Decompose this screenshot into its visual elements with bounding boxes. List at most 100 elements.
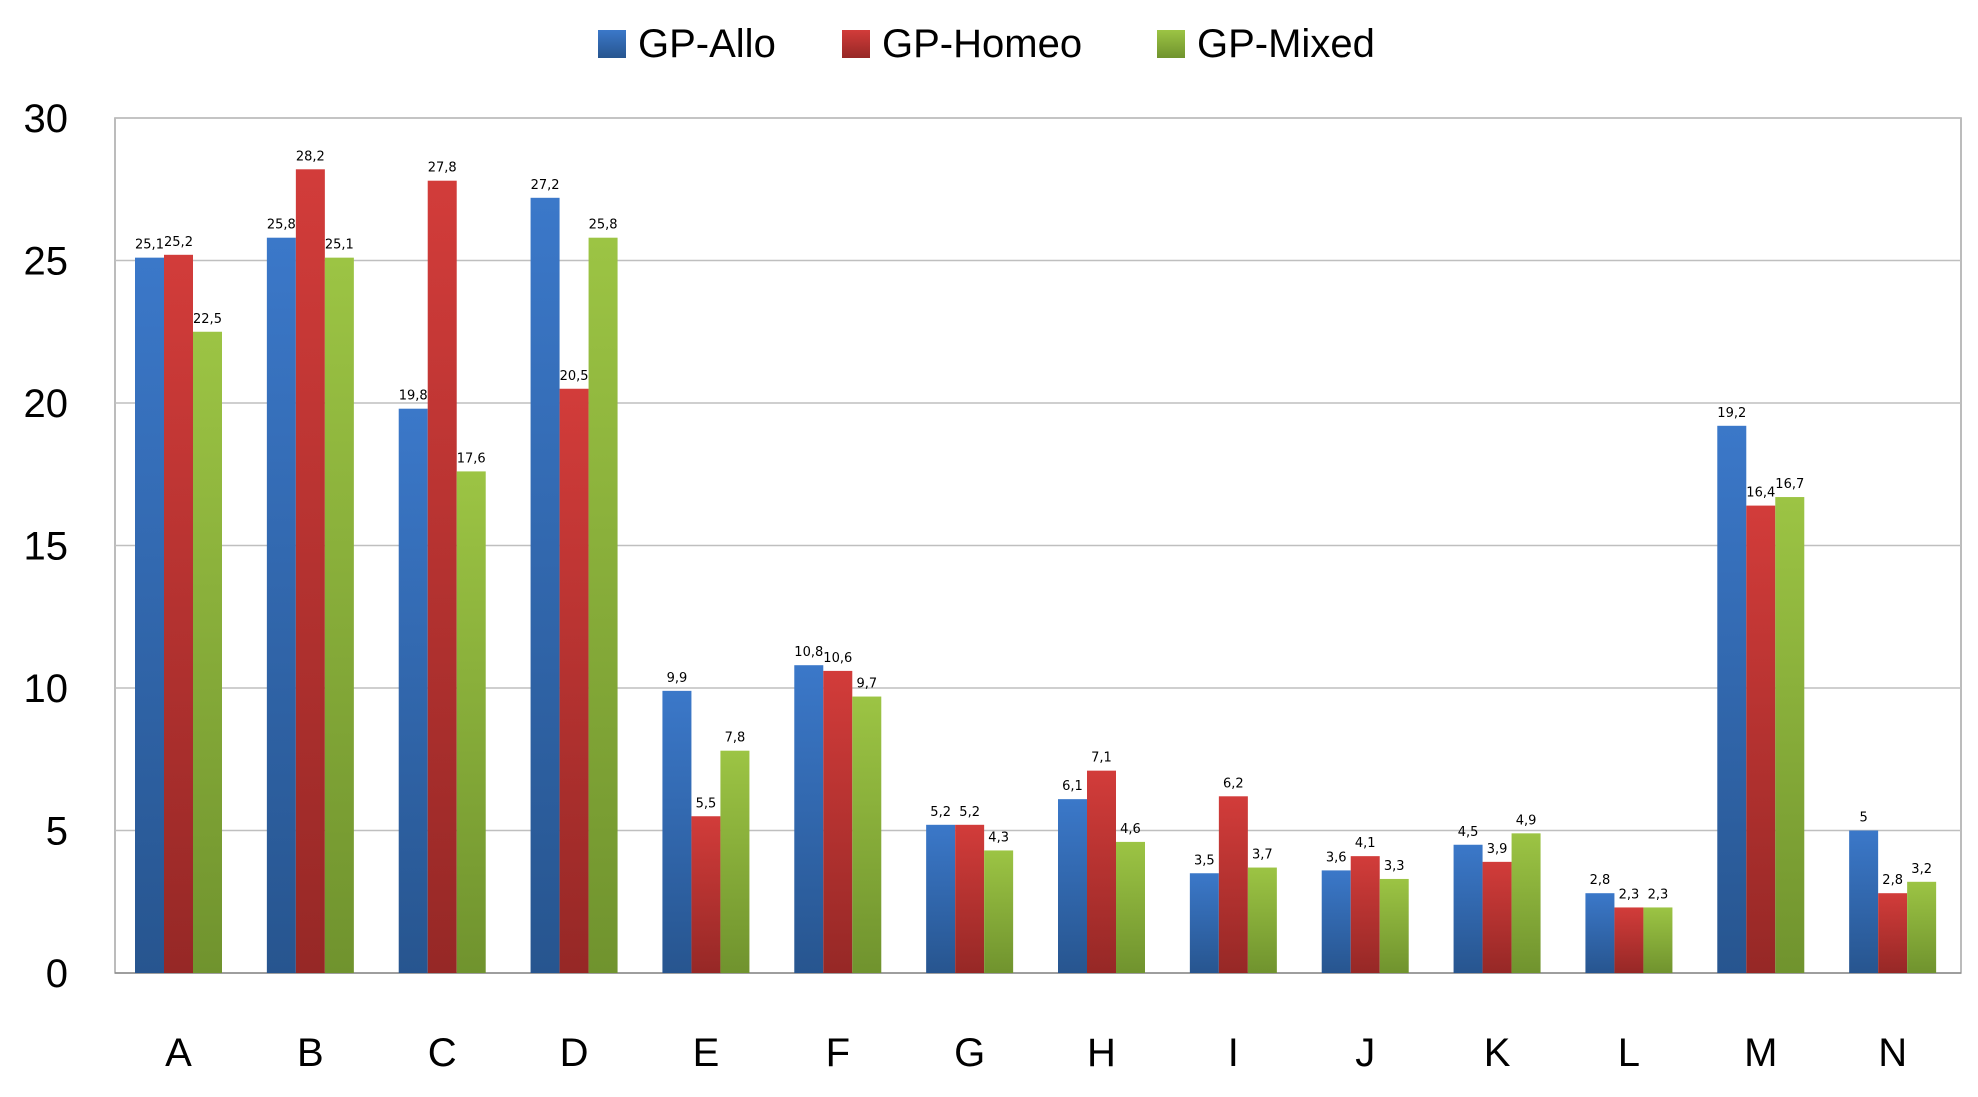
bar-gp-allo-e xyxy=(662,690,692,973)
bar-gp-mixed-d xyxy=(588,237,618,973)
data-label-gp-allo-b: 25,8 xyxy=(267,218,296,233)
bar-gp-mixed-g xyxy=(984,850,1014,973)
y-tick-label-30: 30 xyxy=(24,97,69,141)
x-tick-label-h: H xyxy=(1087,1031,1116,1075)
bar-gp-allo-c xyxy=(398,408,428,973)
x-tick-label-k: K xyxy=(1484,1031,1511,1075)
bar-gp-homeo-f xyxy=(823,670,853,973)
data-label-gp-allo-a: 25,1 xyxy=(135,238,164,253)
bar-gp-homeo-g xyxy=(955,824,985,973)
data-label-gp-mixed-l: 2,3 xyxy=(1648,887,1669,902)
bar-gp-mixed-b xyxy=(324,257,354,973)
x-tick-label-e: E xyxy=(693,1031,720,1075)
data-label-gp-mixed-d: 25,8 xyxy=(589,218,618,233)
bar-gp-allo-k xyxy=(1453,844,1483,973)
bar-gp-allo-l xyxy=(1585,893,1615,973)
bar-gp-mixed-l xyxy=(1643,907,1673,973)
bar-gp-allo-b xyxy=(266,237,296,973)
bar-gp-homeo-m xyxy=(1746,505,1776,973)
bar-gp-allo-m xyxy=(1717,425,1747,973)
legend: GP-Allo GP-Homeo GP-Mixed xyxy=(598,22,1375,66)
data-label-gp-homeo-h: 7,1 xyxy=(1091,751,1112,766)
bar-gp-homeo-j xyxy=(1350,856,1380,973)
x-tick-label-m: M xyxy=(1744,1031,1777,1075)
data-label-gp-allo-m: 19,2 xyxy=(1717,406,1746,421)
bar-gp-homeo-i xyxy=(1218,796,1248,973)
x-tick-label-c: C xyxy=(428,1031,457,1075)
data-label-gp-homeo-b: 28,2 xyxy=(296,149,325,164)
x-tick-label-f: F xyxy=(826,1031,850,1075)
legend-label-gp-mixed: GP-Mixed xyxy=(1197,22,1375,66)
data-label-gp-mixed-j: 3,3 xyxy=(1384,859,1405,874)
data-label-gp-mixed-g: 4,3 xyxy=(988,830,1009,845)
data-label-gp-homeo-c: 27,8 xyxy=(428,161,457,176)
data-label-gp-homeo-a: 25,2 xyxy=(164,235,193,250)
bar-gp-homeo-d xyxy=(559,388,589,973)
data-label-gp-homeo-i: 6,2 xyxy=(1223,776,1244,791)
bar-gp-homeo-l xyxy=(1614,907,1644,973)
y-tick-label-15: 15 xyxy=(24,525,69,569)
y-tick-label-20: 20 xyxy=(24,382,69,426)
data-label-gp-allo-e: 9,9 xyxy=(667,671,688,686)
y-tick-label-5: 5 xyxy=(46,810,68,854)
data-label-gp-mixed-n: 3,2 xyxy=(1911,862,1932,877)
bar-gp-allo-d xyxy=(530,197,560,974)
bar-gp-mixed-h xyxy=(1116,841,1145,973)
legend-swatch-gp-homeo xyxy=(842,30,870,58)
data-label-gp-mixed-k: 4,9 xyxy=(1516,813,1537,828)
x-tick-label-l: L xyxy=(1618,1031,1640,1075)
data-label-gp-homeo-n: 2,8 xyxy=(1882,873,1903,888)
x-tick-label-b: B xyxy=(297,1031,324,1075)
data-label-gp-homeo-g: 5,2 xyxy=(959,805,980,820)
x-tick-label-g: G xyxy=(954,1031,985,1075)
bar-gp-homeo-e xyxy=(691,816,721,973)
bar-gp-homeo-c xyxy=(427,180,457,973)
data-label-gp-homeo-f: 10,6 xyxy=(823,651,852,666)
bar-gp-homeo-k xyxy=(1482,861,1512,973)
data-label-gp-mixed-a: 22,5 xyxy=(193,312,222,327)
bar-gp-mixed-i xyxy=(1247,867,1277,973)
data-label-gp-mixed-f: 9,7 xyxy=(856,677,877,692)
data-label-gp-allo-l: 2,8 xyxy=(1590,873,1611,888)
bar-gp-allo-j xyxy=(1321,870,1351,973)
bar-gp-mixed-c xyxy=(456,471,486,973)
x-tick-label-i: I xyxy=(1228,1031,1239,1075)
data-label-gp-homeo-e: 5,5 xyxy=(696,796,717,811)
bar-gp-mixed-n xyxy=(1907,881,1937,973)
x-axis: A B C D E F G H I J K L M N xyxy=(165,1031,1907,1075)
bar-gp-mixed-f xyxy=(852,696,882,973)
data-label-gp-mixed-e: 7,8 xyxy=(725,731,746,746)
x-tick-label-j: J xyxy=(1355,1031,1375,1075)
y-tick-label-25: 25 xyxy=(24,240,69,284)
x-tick-label-a: A xyxy=(165,1031,192,1075)
data-label-gp-mixed-b: 25,1 xyxy=(325,238,354,253)
y-tick-label-10: 10 xyxy=(24,667,69,711)
bar-gp-allo-i xyxy=(1189,873,1219,973)
bar-gp-homeo-a xyxy=(164,254,193,974)
data-label-gp-allo-k: 4,5 xyxy=(1458,825,1479,840)
data-label-gp-allo-f: 10,8 xyxy=(794,645,823,660)
data-label-gp-homeo-j: 4,1 xyxy=(1355,836,1376,851)
data-label-gp-allo-d: 27,2 xyxy=(531,178,560,193)
bar-gp-allo-a xyxy=(135,257,164,973)
bar-gp-mixed-e xyxy=(720,750,750,973)
y-axis: 0 5 10 15 20 25 30 xyxy=(24,97,69,996)
data-label-gp-allo-g: 5,2 xyxy=(930,805,951,820)
data-label-gp-homeo-l: 2,3 xyxy=(1619,887,1640,902)
x-tick-label-d: D xyxy=(560,1031,589,1075)
y-tick-label-0: 0 xyxy=(46,952,68,996)
bar-gp-allo-n xyxy=(1849,830,1879,973)
bar-gp-mixed-j xyxy=(1379,878,1409,973)
data-labels: 25,1 25,222,525,828,225,119,827,817,627,2… xyxy=(135,149,1932,902)
legend-swatch-gp-allo xyxy=(598,30,626,58)
data-label-gp-allo-c: 19,8 xyxy=(399,389,428,404)
bar-gp-homeo-h xyxy=(1087,770,1116,973)
legend-label-gp-allo: GP-Allo xyxy=(638,22,776,66)
data-label-gp-mixed-m: 16,7 xyxy=(1775,477,1804,492)
bar-gp-homeo-b xyxy=(295,169,325,974)
x-tick-label-n: N xyxy=(1878,1031,1907,1075)
bars xyxy=(135,169,1937,974)
bar-gp-mixed-m xyxy=(1775,497,1805,973)
legend-swatch-gp-mixed xyxy=(1157,30,1185,58)
